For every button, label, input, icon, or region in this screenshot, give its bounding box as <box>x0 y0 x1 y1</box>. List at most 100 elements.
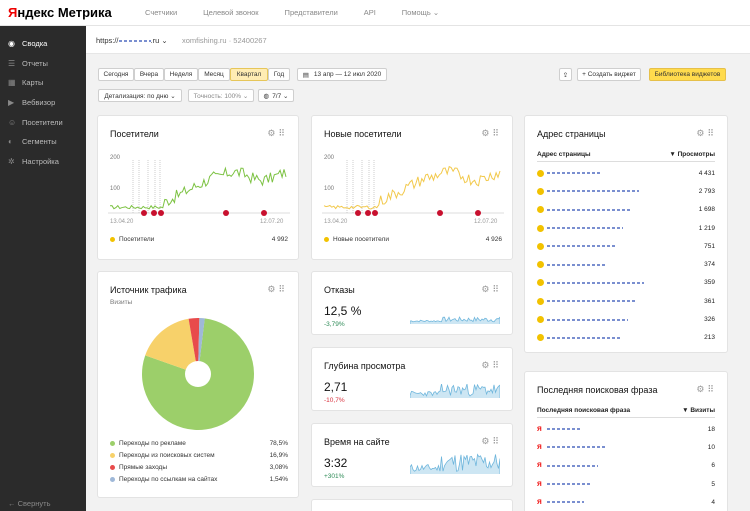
period-year-button[interactable]: Год <box>268 68 290 81</box>
accuracy-select[interactable]: Точность: 100% ⌄ <box>188 89 254 102</box>
table-row[interactable]: 4 431 <box>537 164 715 182</box>
time-on-site-delta: +301% <box>324 473 345 480</box>
nav-target-call[interactable]: Целевой звонок <box>203 8 259 17</box>
collapse-sidebar-button[interactable]: ← Свернуть <box>8 499 51 508</box>
page-depth-delta: -10,7% <box>324 397 345 404</box>
segment-icon: ◍ <box>263 92 270 100</box>
bounce-rate-widget: Отказы ⚙⠿ 12,5 % -3,79% <box>312 272 512 334</box>
widget-settings-icon[interactable]: ⚙⠿ <box>696 384 717 394</box>
period-month-button[interactable]: Месяц <box>198 68 230 81</box>
legend-label: Прямые заходы <box>119 464 168 471</box>
table-row[interactable]: 2 793 <box>537 182 715 200</box>
legend-value: 3,08% <box>269 464 288 471</box>
visitors-widget: Посетители ⚙⠿ 200 100 13.04.20 12.07.20 … <box>98 116 298 259</box>
nav-api[interactable]: API <box>363 8 376 17</box>
sidebar-item-settings[interactable]: ✲ Настройка <box>0 152 86 172</box>
widget-settings-icon[interactable]: ⚙⠿ <box>481 360 502 370</box>
table-row[interactable]: 326 <box>537 310 715 328</box>
redacted-url <box>547 245 615 248</box>
legend-label: Переходы из поисковых систем <box>119 452 215 459</box>
site-favicon-icon <box>537 297 544 305</box>
table-row[interactable]: 1 698 <box>537 201 715 219</box>
counter-name: xomfishing.ru · 52400267 <box>182 36 267 45</box>
table-row[interactable]: 213 <box>537 329 715 347</box>
widget-settings-icon[interactable]: ⚙⠿ <box>481 284 502 294</box>
depth-sparkline <box>410 384 500 398</box>
event-marker <box>475 210 481 216</box>
widget-subtitle: Визиты <box>110 299 133 306</box>
legend-label: Переходы по рекламе <box>119 440 186 447</box>
yandex-icon: Я <box>537 425 542 433</box>
x-tick-end: 12.07.20 <box>260 219 284 225</box>
add-widget-button[interactable]: + Создать виджет <box>577 68 641 81</box>
sidebar-item-visitors[interactable]: ☺ Посетители <box>0 112 86 132</box>
nav-counters[interactable]: Счетчики <box>145 8 178 17</box>
yandex-icon: Я <box>537 480 542 488</box>
table-row[interactable]: 751 <box>537 237 715 255</box>
redacted-url <box>547 190 639 193</box>
sidebar-item-label: Сводка <box>22 39 48 49</box>
widget-library-button[interactable]: Библиотека виджетов <box>649 68 726 81</box>
sidebar-item-label: Посетители <box>22 117 63 127</box>
counter-bar: https://.ru ⌄ xomfishing.ru · 52400267 <box>86 26 750 54</box>
redacted-url <box>547 318 628 321</box>
widget-title: Источник трафика <box>110 285 187 295</box>
date-range-picker[interactable]: ▤ 13 апр — 12 июл 2020 <box>297 68 387 81</box>
redacted-url <box>547 281 644 284</box>
top-nav: Счетчики Целевой звонок Представители AP… <box>145 8 463 17</box>
table-row[interactable]: 359 <box>537 274 715 292</box>
sidebar-item-summary[interactable]: ◉ Сводка <box>0 34 86 54</box>
legend-value: 16,9% <box>269 452 288 459</box>
segments-select[interactable]: ◍ 7/7 ⌄ <box>258 89 294 102</box>
sidebar-item-maps[interactable]: ▦ Карты <box>0 73 86 93</box>
pie-slice <box>188 318 200 374</box>
visitors-markers <box>141 210 267 216</box>
traffic-legend-item: Прямые заходы 3,08% <box>110 464 288 471</box>
widget-settings-icon[interactable]: ⚙⠿ <box>481 128 502 138</box>
widget-title: Отказы <box>324 285 355 295</box>
table-header: Последняя поисковая фраза ▼ Визиты <box>537 404 715 418</box>
site-favicon-icon <box>537 242 544 250</box>
visits-value: 18 <box>707 425 715 433</box>
detail-select[interactable]: Детализация: по дню ⌄ <box>98 89 182 102</box>
widget-settings-icon[interactable]: ⚙⠿ <box>267 284 288 294</box>
views-value: 751 <box>704 242 715 250</box>
counter-selector[interactable]: https://.ru ⌄ <box>96 36 168 45</box>
yandex-metrica-logo[interactable]: Яндекс Метрика <box>8 5 112 20</box>
x-tick-start: 13.04.20 <box>110 219 134 225</box>
traffic-source-widget: Источник трафика ⚙⠿ Визиты Переходы по р… <box>98 272 298 497</box>
new-visitors-line-chart: 200 100 13.04.20 12.07.20 <box>322 155 504 225</box>
views-value: 2 793 <box>698 187 715 195</box>
nav-help[interactable]: Помощь ⌄ <box>401 8 440 17</box>
table-row[interactable]: 1 219 <box>537 219 715 237</box>
redacted-phrase <box>546 428 582 431</box>
period-week-button[interactable]: Неделя <box>164 68 198 81</box>
table-row[interactable]: Я 10 <box>537 438 715 456</box>
sidebar-item-reports[interactable]: ☰ Отчеты <box>0 54 86 74</box>
bounce-rate-delta: -3,79% <box>324 321 345 328</box>
table-row[interactable]: 361 <box>537 292 715 310</box>
time-sparkline-series <box>410 453 500 474</box>
period-yesterday-button[interactable]: Вчера <box>134 68 164 81</box>
views-value: 1 698 <box>698 206 715 214</box>
new-visitors-vline-group <box>346 160 375 213</box>
sidebar-item-label: Карты <box>22 78 44 88</box>
period-quarter-button[interactable]: Квартал <box>230 68 268 81</box>
export-icon[interactable]: ⇪ <box>559 68 572 81</box>
table-row[interactable]: 374 <box>537 256 715 274</box>
period-today-button[interactable]: Сегодня <box>98 68 134 81</box>
widget-settings-icon[interactable]: ⚙⠿ <box>696 128 717 138</box>
nav-representatives[interactable]: Представители <box>284 8 338 17</box>
table-row[interactable]: Я 18 <box>537 420 715 438</box>
traffic-legend-item: Переходы по ссылкам на сайтах 1,54% <box>110 476 288 483</box>
widget-title: Последняя поисковая фраза <box>537 385 658 395</box>
visitors-legend: Посетители <box>110 236 154 243</box>
sidebar-item-webvisor[interactable]: ▶ Вебвизор <box>0 93 86 113</box>
widget-settings-icon[interactable]: ⚙⠿ <box>481 436 502 446</box>
sidebar-item-segments[interactable]: ◐ Сегменты <box>0 132 86 152</box>
widget-settings-icon[interactable]: ⚙⠿ <box>267 128 288 138</box>
redacted-phrase <box>546 483 591 486</box>
